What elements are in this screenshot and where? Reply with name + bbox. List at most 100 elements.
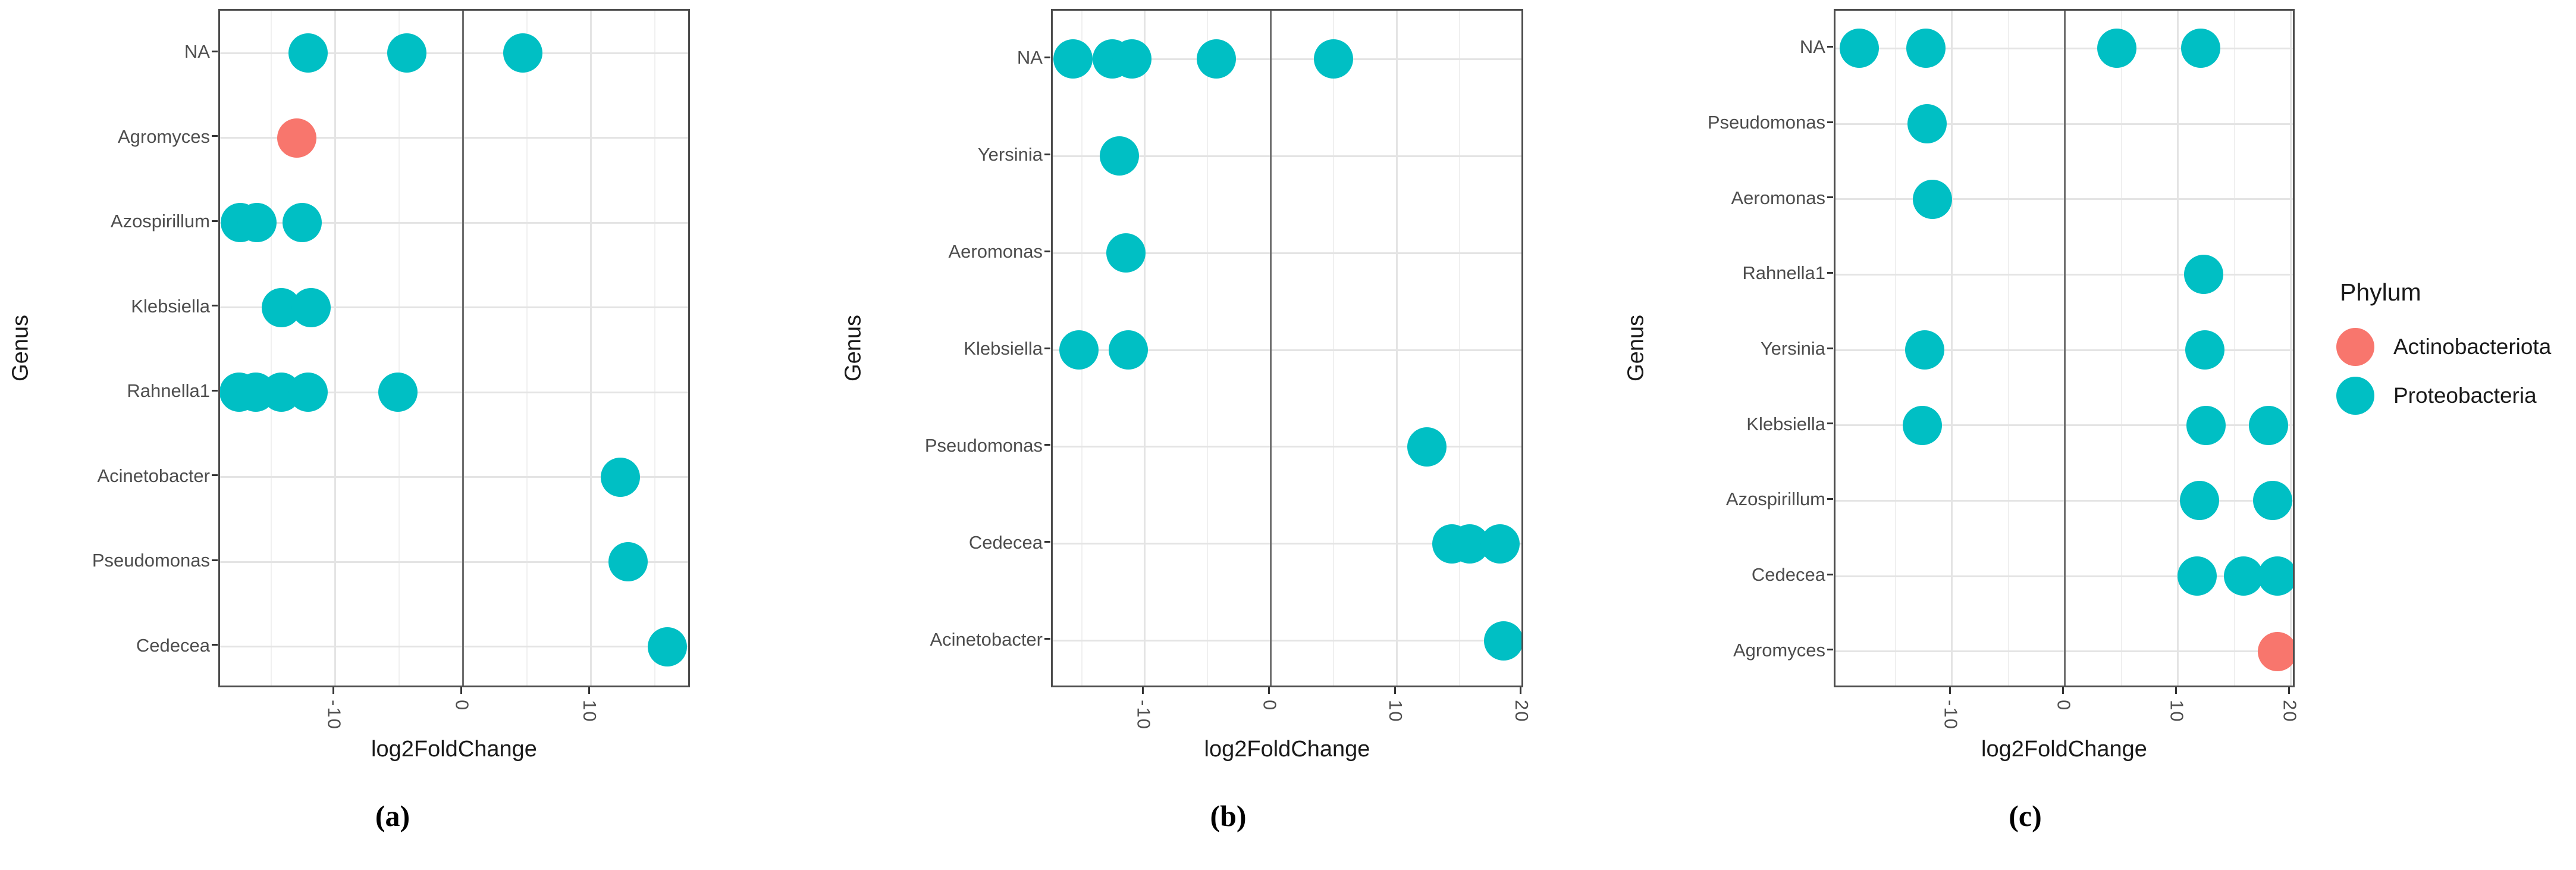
data-point [387,33,426,73]
x-tick-mark [588,687,590,694]
x-tick-label: 20 [1511,700,1532,723]
gridline-minor [2233,11,2235,686]
subplot-caption: (a) [375,799,410,833]
y-tick-mark [1044,56,1050,58]
x-tick-mark [460,687,462,694]
data-point [1106,233,1146,273]
y-tick-label: Cedecea [1751,564,1825,585]
y-tick-label: Cedecea [136,634,210,656]
y-tick-mark [1827,649,1833,651]
data-point [1109,330,1149,370]
gridline-minor [398,11,400,686]
data-point [608,542,648,582]
y-tick-mark [1827,573,1833,575]
x-tick-label: 10 [1385,700,1407,723]
data-point [1112,39,1152,79]
x-tick-label: 0 [1259,700,1281,712]
y-tick-mark [1827,423,1833,425]
data-point [1907,104,1947,143]
data-point [2180,29,2220,68]
y-tick-mark [1827,271,1833,274]
x-tick-label: -10 [324,700,345,730]
y-tick-label: Azospirillum [110,211,210,232]
gridline-row [1053,349,1521,351]
data-point [288,33,328,73]
x-tick-mark [1142,687,1144,694]
x-tick-mark [2062,687,2064,694]
gridline-row [220,221,688,224]
data-point [2097,29,2136,68]
x-tick-label: 0 [2053,700,2075,712]
y-tick-label: Acinetobacter [930,628,1043,650]
data-point [1100,136,1140,176]
y-tick-mark [1044,444,1050,446]
gridline-minor [2120,11,2122,686]
subplot-caption: (c) [2009,799,2042,833]
y-tick-mark [1827,347,1833,349]
x-tick-mark [1520,687,1522,694]
y-axis-title: Genus [1623,315,1649,381]
y-tick-label: NA [1016,47,1043,68]
gridline-minor [1458,11,1460,686]
gridline-row [1053,446,1521,448]
data-point [2179,481,2219,521]
y-tick-label: Azospirillum [1725,489,1825,510]
data-point [1913,179,1953,219]
gridline-row [220,476,688,478]
data-point [2177,556,2217,596]
y-tick-mark [212,305,218,307]
data-point [378,373,418,412]
y-tick-label: Acinetobacter [97,465,210,486]
data-point [1197,39,1237,79]
gridline-row [220,52,688,54]
data-point [2248,405,2288,445]
x-tick-mark [1394,687,1396,694]
y-tick-label: Aeromonas [948,241,1043,262]
chart-panel [218,9,690,687]
gridline-row [1053,252,1521,254]
data-point [1480,524,1520,564]
data-point [2257,631,2293,671]
gridline-major [1395,11,1398,686]
proteobacteria-swatch-icon [2336,377,2374,415]
gridline-major [589,11,592,686]
y-tick-mark [1044,541,1050,543]
y-tick-mark [1044,250,1050,252]
data-point [1906,29,1946,68]
gridline-row [220,561,688,563]
x-tick-label: -10 [1940,700,1962,730]
gridline-minor [654,11,655,686]
data-point [503,33,543,73]
x-axis-title: log2FoldChange [1981,737,2147,762]
gridline-major [1951,11,1953,686]
y-tick-label: Pseudomonas [92,550,210,571]
gridline-row [1053,58,1521,60]
x-axis-title: log2FoldChange [1204,737,1370,762]
gridline-minor [1894,11,1896,686]
gridline-major [2290,11,2292,686]
y-tick-label: Rahnella1 [127,380,210,402]
gridline-row [220,137,688,139]
data-point [1053,39,1093,79]
y-axis-title: Genus [8,315,33,381]
gridline-major [1521,11,1523,686]
y-tick-mark [1044,638,1050,640]
y-tick-mark [212,474,218,477]
data-point [1484,621,1521,661]
y-tick-mark [212,644,218,646]
y-tick-label: NA [1799,36,1825,58]
gridline-row [220,306,688,309]
x-tick-label: 10 [2166,700,2188,723]
y-tick-label: Yersinia [1760,338,1825,359]
y-tick-label: Klebsiella [1746,413,1825,434]
data-point [2184,255,2224,295]
data-point [1903,405,1943,445]
y-tick-mark [1827,121,1833,123]
data-point [2223,556,2263,596]
y-tick-mark [212,559,218,561]
x-tick-mark [332,687,334,694]
gridline-row [220,391,688,393]
gridline-minor [1333,11,1335,686]
legend-entry-proteobacteria: Proteobacteria [2336,377,2574,415]
